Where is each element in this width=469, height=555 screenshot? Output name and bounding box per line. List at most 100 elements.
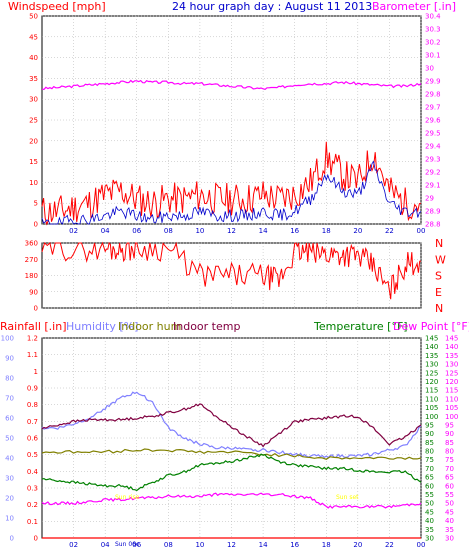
x-tick-label: 22 (385, 541, 394, 549)
humidity-tick-label: 10 (5, 515, 14, 523)
barometer-tick-label: 29.7 (425, 104, 441, 112)
dew-point-tick-label: 85 (445, 439, 454, 447)
axis-ticks: 0202040406060808101012121414161618182020… (1, 13, 459, 550)
indoor_temp-line (41, 403, 422, 448)
dew-point-tick-label: 90 (445, 430, 454, 438)
windspeed-tick-label: 35 (29, 75, 38, 83)
barometer-tick-label: 30.3 (425, 26, 441, 34)
windspeed-tick-label: 50 (29, 13, 38, 21)
barometer-tick-label: 29.9 (425, 78, 441, 86)
barometer-line (41, 79, 422, 91)
x-tick-label: 02 (69, 541, 78, 549)
compass-label-w: W (435, 253, 446, 266)
humidity-tick-label: 80 (5, 375, 14, 383)
compass-label-s: S (435, 270, 442, 283)
direction-tick-label: 360 (25, 240, 38, 248)
temperature-tick-label: 75 (425, 456, 434, 464)
temperature-title: Temperature [°F] (313, 320, 408, 333)
windspeed-title: Windspeed [mph] (8, 0, 106, 13)
gust-line (41, 160, 422, 225)
temperature-tick-label: 55 (425, 491, 434, 499)
direction-tick-label: 180 (25, 272, 38, 280)
x-tick-label: 20 (353, 541, 362, 549)
barometer-tick-label: 28.9 (425, 208, 441, 216)
rainfall-tick-label: 0.9 (27, 385, 38, 393)
dew-point-tick-label: 95 (445, 421, 454, 429)
dew-point-tick-label: 130 (445, 361, 458, 369)
rainfall-tick-label: 0.3 (27, 485, 38, 493)
windspeed-tick-label: 5 (34, 200, 38, 208)
temperature-tick-label: 110 (425, 395, 438, 403)
temperature-line (41, 453, 422, 492)
humidity-tick-label: 0 (10, 535, 14, 543)
barometer-tick-label: 29.5 (425, 130, 441, 138)
temperature-tick-label: 125 (425, 369, 438, 377)
direction-tick-label: 270 (25, 256, 38, 264)
barometer-tick-label: 29.3 (425, 156, 441, 164)
dew-point-tick-label: 35 (445, 526, 454, 534)
x-tick-label: 04 (101, 541, 110, 549)
indoor-temp-title: Indoor temp (173, 320, 240, 333)
chart-title: 24 hour graph day : August 11 2013 (172, 0, 372, 13)
dew-point-tick-label: 75 (445, 456, 454, 464)
x-tick-label: 16 (290, 227, 299, 235)
dew-point-tick-label: 135 (445, 352, 458, 360)
x-tick-label: 02 (69, 227, 78, 235)
windspeed-tick-label: 40 (29, 54, 38, 62)
rainfall-tick-label: 1.2 (27, 335, 38, 343)
temperature-tick-label: 105 (425, 404, 438, 412)
x-tick-label: 18 (322, 227, 331, 235)
x-tick-label: 08 (164, 541, 173, 549)
temperature-tick-label: 130 (425, 361, 438, 369)
dew-point-tick-label: 45 (445, 508, 454, 516)
humidity-tick-label: 90 (5, 355, 14, 363)
direction-tick-label: 90 (29, 288, 38, 296)
dew-point-tick-label: 40 (445, 517, 454, 525)
barometer-tick-label: 29.6 (425, 117, 441, 125)
temperature-tick-label: 100 (425, 413, 438, 421)
temperature-tick-label: 120 (425, 378, 438, 386)
temperature-tick-label: 145 (425, 335, 438, 343)
temperature-tick-label: 65 (425, 474, 434, 482)
indoor-hum-title: Indoor hum (118, 320, 181, 333)
barometer-tick-label: 29.1 (425, 182, 441, 190)
temperature-tick-label: 115 (425, 387, 438, 395)
barometer-tick-label: 29.2 (425, 169, 441, 177)
temperature-tick-label: 135 (425, 352, 438, 360)
temperature-tick-label: 45 (425, 508, 434, 516)
humidity-tick-label: 100 (1, 335, 14, 343)
sunrise-label: Sun rise (115, 494, 140, 501)
windspeed-tick-label: 25 (29, 117, 38, 125)
temperature-tick-label: 80 (425, 448, 434, 456)
dew-point-tick-label: 100 (445, 413, 458, 421)
x-tick-label: 12 (227, 541, 236, 549)
dew-point-tick-label: 115 (445, 387, 458, 395)
barometer-tick-label: 29.4 (425, 143, 441, 151)
x-tick-label: 10 (195, 227, 204, 235)
x-tick-label: 10 (195, 541, 204, 549)
wind-line (41, 141, 422, 226)
dew-point-tick-label: 120 (445, 378, 458, 386)
rainfall-tick-label: 0 (34, 535, 38, 543)
sun-marker-label: Sun 06c (115, 541, 139, 548)
compass-label-e: E (435, 286, 442, 299)
dew-point-tick-label: 145 (445, 335, 458, 343)
dew-point-tick-label: 125 (445, 369, 458, 377)
temperature-tick-label: 35 (425, 526, 434, 534)
humidity-tick-label: 60 (5, 415, 14, 423)
rainfall-tick-label: 1.1 (27, 351, 38, 359)
dew-point-title: Dew Point [°F] (393, 320, 469, 333)
x-tick-label: 04 (101, 227, 110, 235)
dew-point-tick-label: 140 (445, 343, 458, 351)
x-tick-label: 06 (132, 541, 141, 549)
windspeed-tick-label: 0 (34, 221, 38, 229)
series-lines (41, 79, 422, 539)
dew-line (41, 492, 422, 509)
temperature-tick-label: 40 (425, 517, 434, 525)
dew-point-tick-label: 65 (445, 474, 454, 482)
x-tick-label: 06 (132, 227, 141, 235)
indoor_hum-line (41, 448, 422, 460)
x-tick-label: 14 (259, 541, 268, 549)
dew-point-tick-label: 105 (445, 404, 458, 412)
windspeed-tick-label: 15 (29, 158, 38, 166)
